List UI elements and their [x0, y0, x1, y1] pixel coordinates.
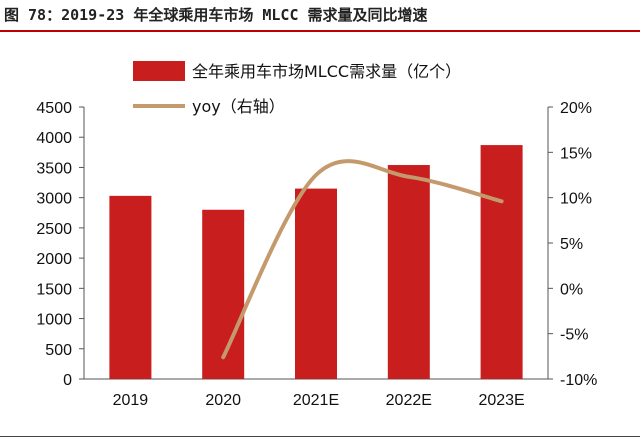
bar: [109, 195, 152, 379]
x-tick-label: 2020: [205, 392, 241, 409]
y-right-tick-label: 10%: [560, 191, 592, 208]
figure-title: 图 78：2019-23 年全球乘用车市场 MLCC 需求量及同比增速: [4, 6, 428, 24]
x-tick-label: 2019: [113, 392, 149, 409]
x-tick-label: 2023E: [478, 392, 524, 409]
bar: [387, 165, 430, 379]
y-left-tick-label: 1500: [36, 281, 72, 298]
bar: [202, 209, 245, 379]
y-left-tick-labels: 0 500 1000 1500 2000 2500 3000 3500 4000 4500: [36, 100, 72, 389]
y-left-tick-label: 3000: [36, 191, 72, 208]
title-divider: [0, 30, 640, 32]
y-left-tick-label: 4000: [36, 130, 72, 147]
legend-line-label: yoy（右轴）: [192, 97, 285, 116]
y-right-tick-label: 0%: [560, 281, 583, 298]
legend: 全年乘用车市场MLCC需求量（亿个） yoy（右轴）: [133, 61, 461, 116]
y-right-tick-labels: -10% -5% 0% 5% 10% 15% 20%: [560, 100, 597, 389]
bar: [295, 188, 337, 379]
y-right-tick-label: 5%: [560, 236, 583, 253]
y-left-tick-label: 4500: [36, 100, 72, 117]
x-tick-label: 2022E: [386, 392, 432, 409]
bar: [480, 145, 523, 379]
y-right-tick-label: 20%: [560, 100, 592, 117]
y-left-tick-label: 1000: [36, 312, 72, 329]
x-tick-labels: 2019 2020 2021E 2022E 2023E: [113, 392, 525, 409]
yoy-line-path: [221, 159, 504, 360]
y-right-tick-label: -5%: [560, 327, 588, 344]
y-left-tick-label: 2000: [36, 251, 72, 268]
bars: [109, 145, 523, 379]
legend-bar-swatch: [133, 61, 185, 81]
x-tick-label: 2021E: [293, 392, 339, 409]
bottom-divider: [0, 436, 640, 437]
y-right-tick-label: -10%: [560, 372, 597, 389]
yoy-line: [221, 159, 504, 360]
y-left-tick-label: 2500: [36, 221, 72, 238]
y-right-tick-label: 15%: [560, 145, 592, 162]
y-left-tick-label: 500: [45, 342, 72, 359]
y-left-tick-label: 3500: [36, 160, 72, 177]
legend-bar-label: 全年乘用车市场MLCC需求量（亿个）: [192, 62, 461, 81]
y-left-tick-label: 0: [63, 372, 72, 389]
